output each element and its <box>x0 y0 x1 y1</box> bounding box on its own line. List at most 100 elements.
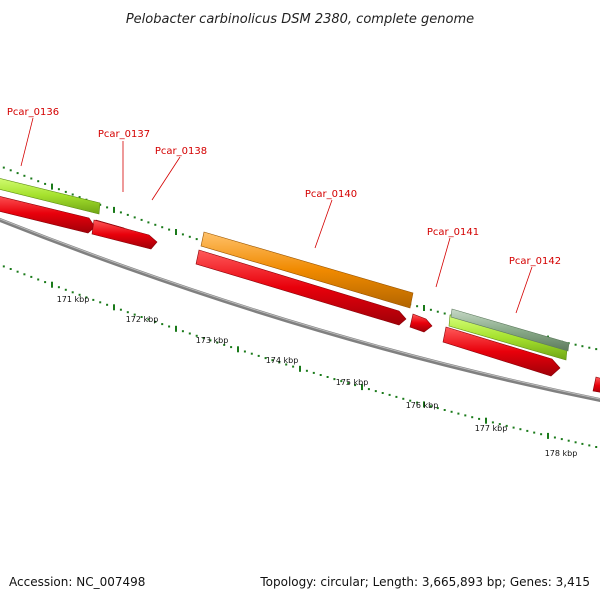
inner-tick <box>216 341 219 344</box>
inner-tick <box>209 339 212 342</box>
inner-tick <box>9 268 12 270</box>
cds-arrow-pcar-0136 <box>0 196 96 234</box>
outer-tick <box>181 233 184 236</box>
inner-tick <box>44 281 47 284</box>
outer-tick <box>154 223 157 226</box>
inner-tick <box>195 334 198 337</box>
inner-tick <box>92 298 95 301</box>
gene-band-orange <box>200 231 414 309</box>
cds-arrow-next <box>592 376 600 393</box>
outer-tick <box>126 213 129 216</box>
outer-tick <box>175 229 177 235</box>
inner-tick <box>361 384 363 391</box>
inner-tick <box>574 441 577 444</box>
inner-tick <box>113 304 115 311</box>
outer-tick <box>37 180 40 183</box>
gene-label[interactable]: Pcar_0140 <box>305 189 357 200</box>
outer-tick <box>161 226 164 229</box>
inner-tick <box>464 414 467 417</box>
gene-leader-line <box>515 266 533 314</box>
inner-tick <box>553 436 556 439</box>
inner-tick <box>567 439 570 442</box>
inner-tick <box>85 296 88 299</box>
inner-tick <box>367 388 370 391</box>
inner-tick <box>354 384 357 387</box>
kbp-label: 171 kbp <box>57 295 90 304</box>
gene-band-green <box>0 178 101 215</box>
kbp-label: 174 kbp <box>266 356 299 365</box>
outer-tick <box>416 305 419 308</box>
inner-tick <box>51 281 53 288</box>
genome-backbone <box>0 217 600 403</box>
inner-tick <box>312 371 315 374</box>
gene-leader-line <box>314 199 333 249</box>
kbp-label: 177 kbp <box>475 424 508 433</box>
inner-tick <box>560 438 563 441</box>
inner-tick <box>512 426 515 429</box>
outer-tick <box>71 193 74 196</box>
inner-tick <box>471 416 474 419</box>
gene-band-pseudo <box>450 308 570 352</box>
outer-tick <box>581 345 584 348</box>
inner-tick <box>154 320 157 323</box>
gene-label[interactable]: Pcar_0136 <box>7 107 59 118</box>
inner-tick <box>285 363 288 366</box>
outer-tick <box>99 203 102 206</box>
outer-tick <box>51 183 53 190</box>
inner-tick <box>443 409 446 411</box>
outer-tick <box>429 308 432 311</box>
cds-arrow-pcar-0138 <box>91 219 158 250</box>
genome-backbone-highlight <box>0 218 600 400</box>
inner-tick <box>292 365 295 368</box>
inner-tick <box>319 374 322 376</box>
inner-tick <box>147 318 150 321</box>
inner-tick <box>409 399 412 402</box>
inner-tick <box>478 417 481 420</box>
inner-tick <box>71 291 74 294</box>
inner-tick <box>37 278 40 281</box>
inner-tick <box>106 303 109 306</box>
outer-tick <box>78 196 81 199</box>
inner-tick <box>402 397 405 400</box>
outer-tick <box>168 228 171 231</box>
outer-tick <box>140 218 143 221</box>
inner-tick <box>485 417 487 424</box>
gene-label[interactable]: Pcar_0142 <box>509 256 561 267</box>
inner-tick <box>526 429 529 432</box>
inner-tick <box>99 301 102 304</box>
kbp-label: 172 kbp <box>126 315 159 324</box>
outer-tick <box>16 172 19 175</box>
outer-tick <box>133 216 136 219</box>
inner-tick <box>388 393 391 396</box>
inner-tick <box>78 293 81 296</box>
cds-arrow-pcar-0142 <box>442 326 561 377</box>
inner-tick <box>278 361 281 364</box>
outer-tick <box>113 206 115 213</box>
outer-tick <box>574 343 577 346</box>
inner-tick <box>264 357 267 360</box>
inner-tick <box>175 325 177 332</box>
inner-tick <box>305 369 308 372</box>
gene-label[interactable]: Pcar_0141 <box>427 227 479 238</box>
inner-tick <box>533 431 536 434</box>
inner-tick <box>250 352 253 355</box>
inner-tick <box>2 265 5 268</box>
genome-summary-text: Topology: circular; Length: 3,665,893 bp… <box>259 575 590 589</box>
inner-tick <box>299 365 301 372</box>
inner-tick <box>57 286 60 289</box>
cds-arrow-pcar-0140 <box>195 249 407 326</box>
outer-tick <box>195 238 198 241</box>
inner-tick <box>223 343 226 346</box>
outer-tick <box>188 235 191 238</box>
gene-label[interactable]: Pcar_0137 <box>98 129 150 140</box>
inner-tick <box>257 354 260 357</box>
outer-tick <box>23 174 26 177</box>
inner-tick <box>450 410 453 413</box>
inner-tick <box>133 313 136 316</box>
outer-tick <box>64 190 67 193</box>
gene-label[interactable]: Pcar_0138 <box>155 146 207 157</box>
inner-tick <box>326 376 329 378</box>
outer-tick <box>436 310 439 313</box>
inner-tick <box>595 446 598 448</box>
